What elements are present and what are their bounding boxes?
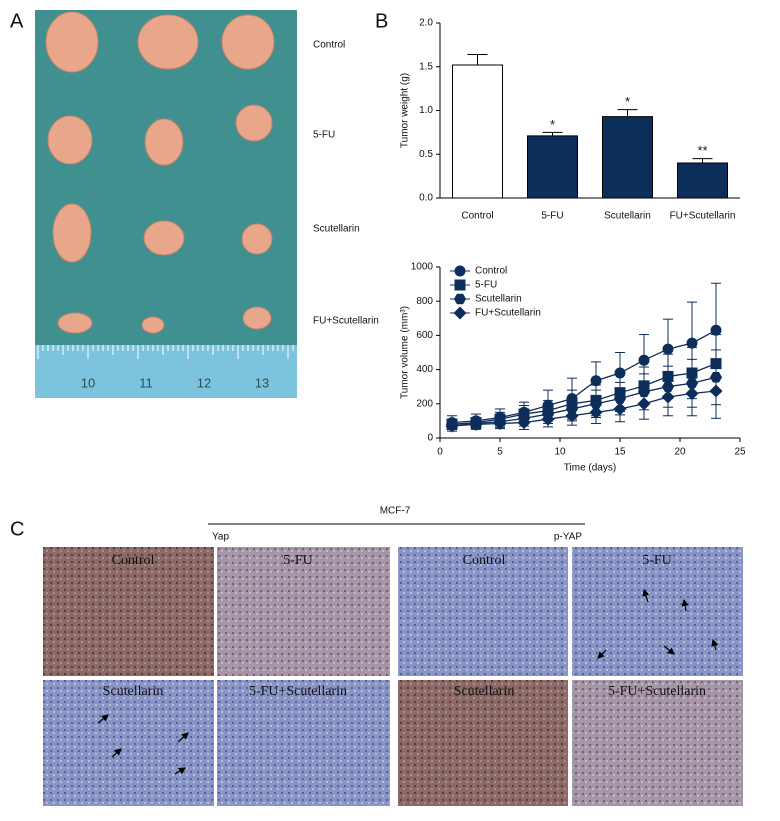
bar (602, 116, 653, 199)
x-tick-label: 5-FU (541, 211, 563, 222)
legend-label: FU+Scutellarin (475, 308, 541, 319)
y-tick-label: 600 (416, 330, 433, 341)
point (469, 417, 483, 431)
panel-label: A (10, 10, 24, 32)
legend-label: 5-FU (475, 280, 497, 291)
group-label: Yap (212, 532, 229, 543)
bar (677, 162, 728, 199)
point (453, 306, 467, 320)
y-tick-label: 400 (416, 364, 433, 375)
micrograph-label: 5-FU+Scutellarin (608, 684, 706, 699)
ruler-label: 12 (197, 375, 211, 390)
significance-label: * (550, 117, 555, 132)
micrograph-label: Control (112, 553, 155, 568)
micrograph-label: Control (463, 553, 506, 568)
y-tick-label: 1000 (411, 262, 434, 273)
ruler-label: 11 (139, 375, 153, 390)
point (493, 416, 507, 430)
micrograph-label: 5-FU (283, 553, 313, 568)
x-tick-label: 20 (674, 447, 686, 458)
ruler-label: 10 (81, 375, 95, 390)
x-tick-label: 0 (437, 447, 443, 458)
y-axis-label: Tumor weight (g) (400, 73, 411, 148)
y-tick-label: 200 (416, 398, 433, 409)
legend-label: Scutellarin (475, 294, 522, 305)
micrograph-title: MCF-7 (380, 506, 411, 517)
point (686, 337, 698, 349)
x-tick-label: 15 (614, 447, 626, 458)
bar (452, 64, 503, 199)
series-line (451, 376, 717, 425)
point (613, 402, 627, 416)
point (454, 265, 466, 277)
significance-label: * (625, 94, 630, 109)
y-tick-label: 0 (427, 433, 433, 444)
y-axis-label: Tumor volume (mm³) (400, 306, 411, 399)
micrographs (43, 547, 743, 806)
x-axis-label: Time (days) (564, 463, 616, 474)
point (453, 293, 467, 305)
ruler-label: 13 (255, 375, 269, 390)
group-label: p-YAP (554, 532, 582, 543)
point (662, 343, 674, 355)
point (445, 419, 459, 433)
tumor-photo (35, 10, 297, 398)
point (541, 412, 555, 426)
row-label: 5-FU (313, 130, 335, 141)
x-tick-label: Control (461, 211, 493, 222)
point (454, 279, 466, 291)
point (589, 405, 603, 419)
point (614, 367, 626, 379)
legend-label: Control (475, 266, 507, 277)
micrograph-label: 5-FU+Scutellarin (249, 684, 347, 699)
series-line (451, 363, 717, 425)
bar (527, 135, 578, 199)
micrograph-label: Scutellarin (103, 684, 164, 699)
y-tick-label: 1.5 (419, 61, 433, 72)
row-label: Scutellarin (313, 224, 360, 235)
point (637, 397, 651, 411)
panel-label: B (375, 10, 388, 32)
point (685, 387, 699, 401)
y-tick-label: 2.0 (419, 18, 433, 29)
y-tick-label: 0.0 (419, 193, 433, 204)
panel-label: C (10, 518, 24, 540)
point (710, 324, 722, 336)
point (517, 416, 531, 430)
row-label: FU+Scutellarin (313, 316, 379, 327)
point (565, 409, 579, 423)
y-tick-label: 0.5 (419, 149, 433, 160)
x-tick-label: 10 (554, 447, 566, 458)
x-tick-label: Scutellarin (604, 211, 651, 222)
micrograph-label: Scutellarin (454, 684, 515, 699)
x-tick-label: FU+Scutellarin (670, 211, 736, 222)
point (590, 375, 602, 387)
point (661, 390, 675, 404)
x-tick-label: 25 (734, 447, 746, 458)
y-tick-label: 1.0 (419, 105, 433, 116)
y-tick-label: 800 (416, 296, 433, 307)
row-label: Control (313, 40, 345, 51)
point (638, 354, 650, 366)
point (709, 384, 723, 398)
micrograph-label: 5-FU (642, 553, 672, 568)
series-line (451, 329, 717, 424)
x-tick-label: 5 (497, 447, 503, 458)
significance-label: ** (697, 143, 707, 158)
